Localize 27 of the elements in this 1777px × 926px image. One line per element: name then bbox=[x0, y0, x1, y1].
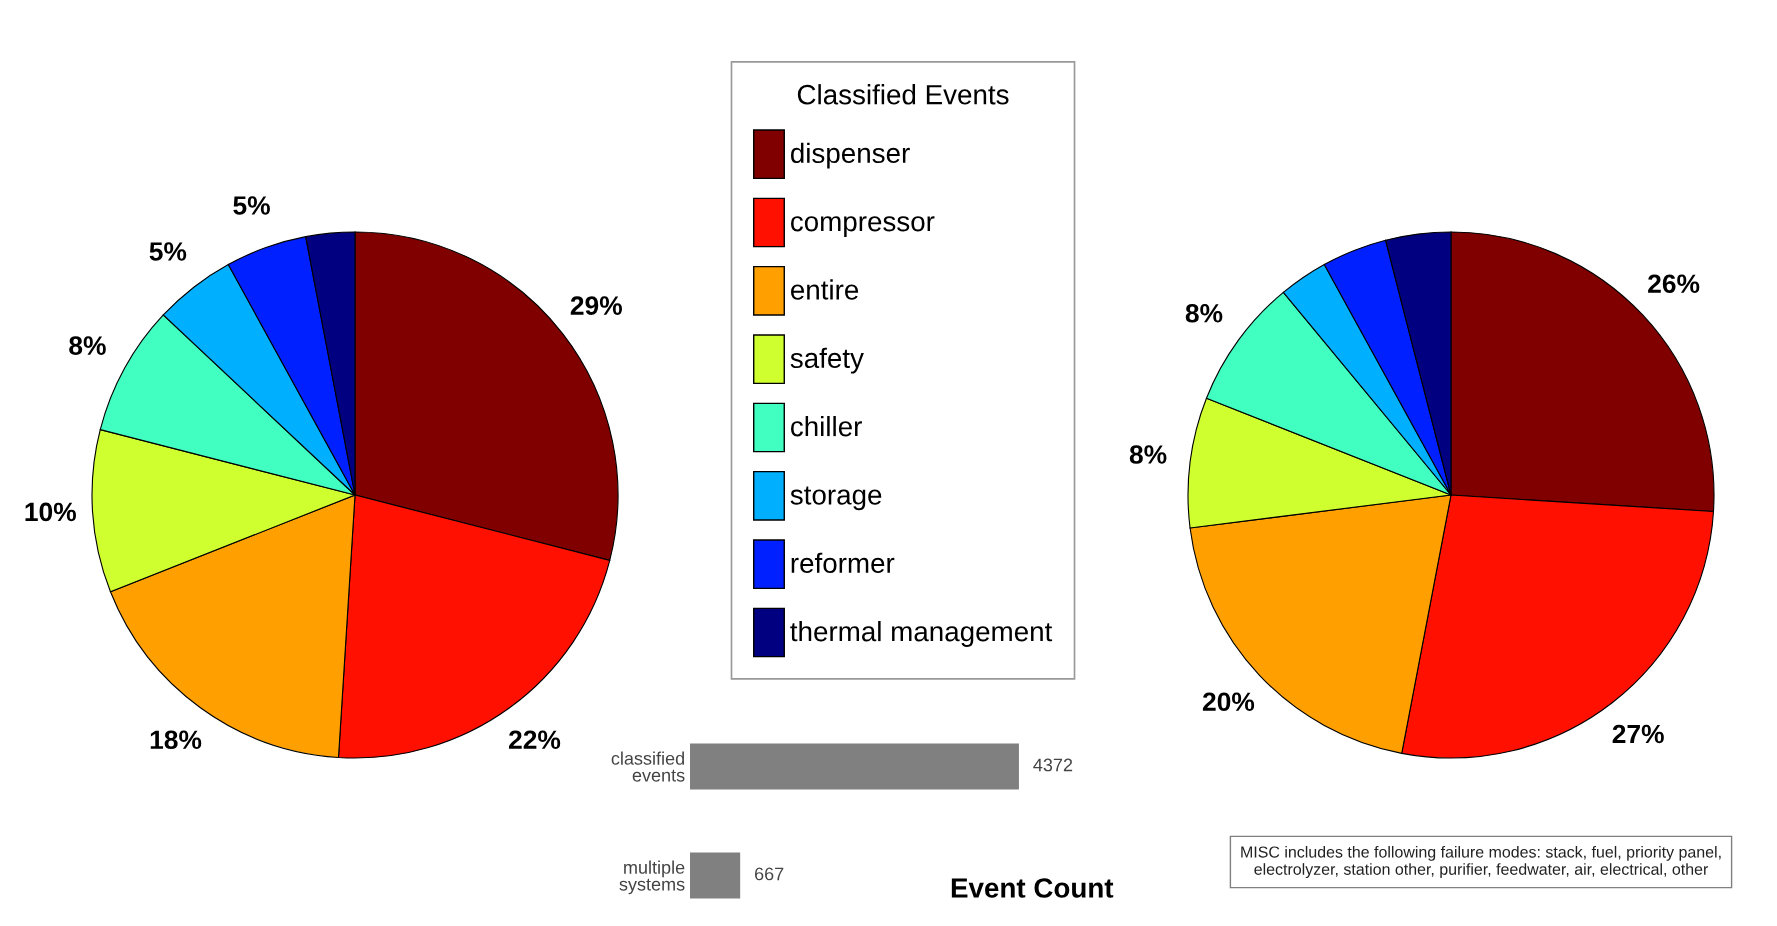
data-label: 5% bbox=[233, 196, 270, 215]
legend-label: chiller bbox=[791, 415, 862, 437]
data-label: 8% bbox=[1185, 303, 1223, 323]
data-label: 10% bbox=[25, 502, 76, 522]
text: MISC includes the following failure modes: stack, fuel, priority panel, electrolyzer, station other, purifier, feedwater, air, electrical, other bbox=[1241, 845, 1721, 879]
legend-label: compressor bbox=[791, 216, 935, 237]
legend-label: dispenser bbox=[790, 142, 910, 169]
legend-label: thermal management bbox=[790, 620, 1053, 647]
data-label: 4372 bbox=[1033, 758, 1073, 772]
data-label: 667 bbox=[754, 867, 784, 881]
legend-label: safety bbox=[790, 347, 864, 374]
data-label: 5% bbox=[149, 242, 187, 261]
data-label: 22% bbox=[508, 730, 561, 750]
legend-label: storage bbox=[790, 486, 882, 511]
data-label: 8% bbox=[69, 336, 106, 355]
data-label: 29% bbox=[570, 296, 622, 315]
legend-label: reformer bbox=[791, 552, 895, 574]
data-label: 18% bbox=[150, 730, 202, 750]
data-label: 20% bbox=[1202, 692, 1255, 712]
text: Event Count bbox=[951, 878, 1114, 898]
legend-label: entire bbox=[791, 279, 859, 300]
y-tick-label: classified events bbox=[611, 751, 685, 782]
legend-title: Classified Events bbox=[797, 84, 1009, 105]
y-tick-label: multiple systems bbox=[619, 860, 685, 895]
data-label: 26% bbox=[1648, 274, 1700, 294]
data-label: 8% bbox=[1129, 445, 1167, 464]
data-label: 27% bbox=[1612, 724, 1664, 744]
